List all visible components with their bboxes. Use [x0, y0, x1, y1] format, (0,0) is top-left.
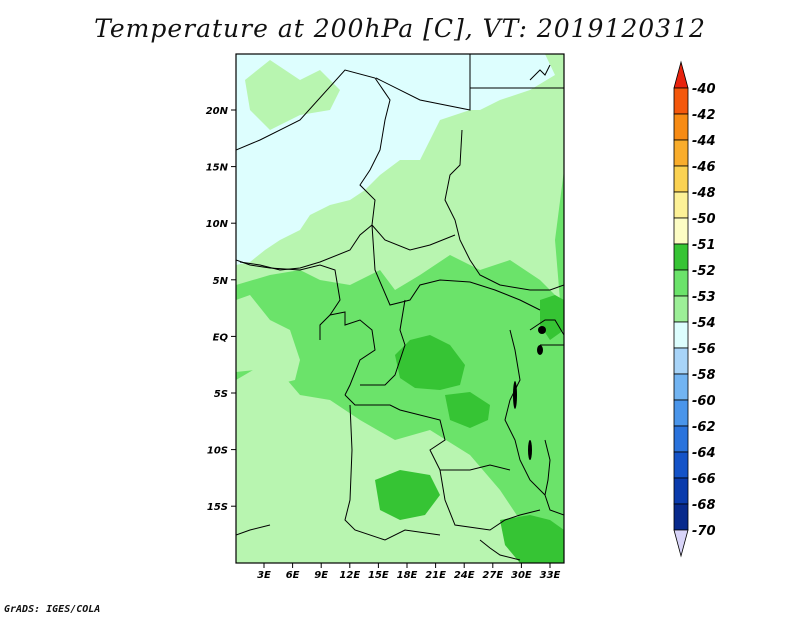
map-field	[236, 54, 564, 563]
lon-label: 15E	[368, 570, 389, 581]
colorbar-label: -42	[692, 108, 716, 123]
colorbar-swatch	[673, 113, 689, 141]
field-minus53-south	[236, 360, 564, 563]
lon-label: 12E	[339, 570, 360, 581]
colorbar-label: -52	[692, 264, 716, 279]
lakes	[513, 326, 546, 460]
colorbar-swatch	[673, 399, 689, 427]
colorbar-swatch	[673, 347, 689, 375]
colorbar-label: -56	[692, 342, 716, 357]
colorbar-swatch	[673, 191, 689, 219]
latitude-axis: 20N 15N 10N 5N EQ 5S 10S 15S	[206, 106, 236, 513]
lon-label: 3E	[257, 570, 271, 581]
field-minus52-b	[445, 392, 490, 428]
colorbar-label: -48	[692, 186, 716, 201]
field-minus53-west	[236, 295, 300, 385]
colorbar-swatch	[673, 165, 689, 193]
colorbar-swatch	[673, 451, 689, 479]
colorbar-top-arrow	[673, 60, 689, 89]
colorbar-swatch	[673, 373, 689, 401]
lon-label: 24E	[454, 570, 475, 581]
map-title: Temperature at 200hPa [C], VT: 201912031…	[94, 14, 706, 43]
lat-label: 5N	[213, 276, 229, 287]
colorbar-label: -44	[692, 134, 716, 149]
field-minus54-ne	[470, 54, 555, 110]
colorbar-swatch	[673, 425, 689, 453]
lon-label: 18E	[397, 570, 418, 581]
lon-label: 33E	[540, 570, 561, 581]
colorbar-label: -58	[692, 368, 716, 383]
colorbar-label: -46	[692, 160, 716, 175]
lon-label: 21E	[425, 570, 446, 581]
lat-label: 10N	[206, 219, 229, 230]
lat-label: 15S	[207, 502, 228, 513]
longitude-axis: 3E 6E 9E 12E 15E 18E 21E 24E 27E 30E 33E	[257, 563, 561, 581]
lat-label: EQ	[213, 332, 229, 343]
colorbar-label: -68	[692, 498, 716, 513]
field-minus52-e	[540, 295, 564, 340]
colorbar-label: -50	[692, 212, 716, 227]
colorbar-swatch	[673, 477, 689, 505]
colorbar-label: -66	[692, 472, 716, 487]
colorbar-swatch	[673, 321, 689, 349]
lat-label: 10S	[207, 446, 228, 457]
colorbar: -40 -42 -44 -46 -48 -50 -51 -52 -53 -54 -56 -58 -60 -…	[673, 60, 716, 558]
lon-label: 27E	[482, 570, 503, 581]
colorbar-swatch	[673, 243, 689, 271]
lat-label: 15N	[206, 163, 229, 174]
colorbar-swatch	[673, 87, 689, 115]
field-minus52-d	[500, 515, 564, 563]
lat-label: 20N	[206, 106, 229, 117]
colorbar-swatch	[673, 217, 689, 245]
colorbar-swatch	[673, 139, 689, 167]
colorbar-label: -64	[692, 446, 716, 461]
lon-label: 6E	[286, 570, 300, 581]
colorbar-label: -51	[692, 238, 716, 253]
colorbar-label: -54	[692, 316, 716, 331]
colorbar-swatch	[673, 295, 689, 323]
colorbar-label: -70	[692, 524, 716, 539]
map-frame	[235, 53, 565, 564]
lat-label: 5S	[214, 389, 228, 400]
colorbar-swatch	[673, 503, 689, 531]
lon-label: 30E	[511, 570, 532, 581]
field-minus54-patch	[245, 60, 340, 130]
field-minus52-c	[375, 470, 440, 520]
lon-label: 9E	[314, 570, 328, 581]
colorbar-label: -60	[692, 394, 716, 409]
colorbar-label: -62	[692, 420, 716, 435]
colorbar-swatch	[673, 269, 689, 297]
colorbar-bottom-arrow	[673, 529, 689, 558]
colorbar-label: -40	[692, 82, 716, 97]
country-borders	[236, 54, 564, 561]
grads-credit: GrADS: IGES/COLA	[4, 604, 101, 615]
colorbar-label: -53	[692, 290, 716, 305]
field-minus52-a	[395, 335, 465, 390]
